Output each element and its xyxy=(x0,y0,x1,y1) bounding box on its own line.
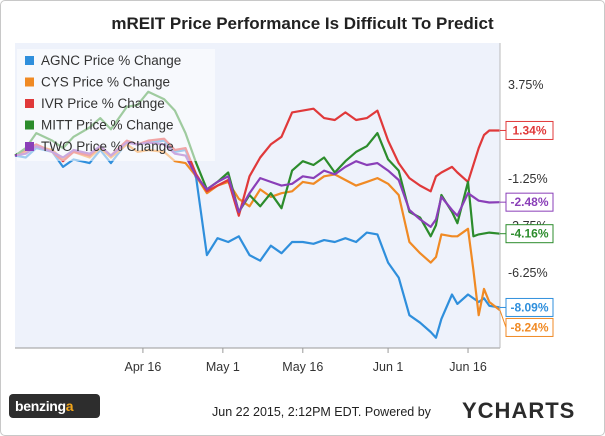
x-tick-label: May 16 xyxy=(282,360,323,374)
end-label-box-mitt xyxy=(505,224,554,244)
legend-label-mitt: MITT Price % Change xyxy=(41,118,174,133)
legend-label-agnc: AGNC Price % Change xyxy=(41,53,181,68)
end-label-cys: -8.24% xyxy=(510,320,548,334)
legend-label-two: TWO Price % Change xyxy=(41,139,174,154)
end-label-mitt: -4.16% xyxy=(510,227,548,241)
footer-timestamp: Jun 22 2015, 2:12PM EDT. xyxy=(212,405,362,419)
legend-swatch-mitt xyxy=(25,120,34,130)
legend-label-ivr: IVR Price % Change xyxy=(41,96,165,111)
end-label-box-cys xyxy=(505,317,554,337)
chart-title: mREIT Price Performance Is Difficult To … xyxy=(111,14,494,33)
legend: AGNC Price % Change CYS Price % Change IVR… xyxy=(25,53,181,154)
legend-swatch-agnc xyxy=(25,56,34,65)
legend-label-cys: CYS Price % Change xyxy=(41,75,170,90)
end-label-box-ivr xyxy=(505,120,554,140)
y-tick-label: -6.25% xyxy=(508,266,548,280)
end-label-agnc: -8.09% xyxy=(510,300,548,314)
end-label-two: -2.48% xyxy=(510,195,548,209)
benzinga-logo: benzinga xyxy=(9,394,100,418)
x-tick-label: Apr 16 xyxy=(124,360,161,374)
ycharts-logo: YCHARTS xyxy=(462,398,576,423)
x-tick-label: Jun 1 xyxy=(373,360,404,374)
benzinga-logo-main: benzing xyxy=(15,398,66,414)
benzinga-logo-accent: a xyxy=(65,398,74,414)
legend-box xyxy=(17,49,215,161)
end-label-box-two xyxy=(505,192,554,212)
end-labels: 1.34% -2.48% -4.16% -8.09% -8.24% xyxy=(499,120,554,337)
end-label-connector-cys xyxy=(499,310,507,328)
legend-swatch-ivr xyxy=(25,99,34,108)
legend-swatch-cys xyxy=(25,77,34,87)
end-label-ivr: 1.34% xyxy=(512,123,546,137)
y-tick-label: -1.25% xyxy=(508,172,548,186)
y-tick-label: 3.75% xyxy=(508,78,543,92)
footer-text: Jun 22 2015, 2:12PM EDT. Powered by xyxy=(212,405,431,419)
footer-powered-by: Powered by xyxy=(364,405,431,419)
x-tick-label: May 1 xyxy=(206,360,240,374)
legend-swatch-two xyxy=(25,142,34,151)
x-tick-label: Jun 16 xyxy=(449,360,487,374)
end-label-box-agnc xyxy=(505,297,554,317)
